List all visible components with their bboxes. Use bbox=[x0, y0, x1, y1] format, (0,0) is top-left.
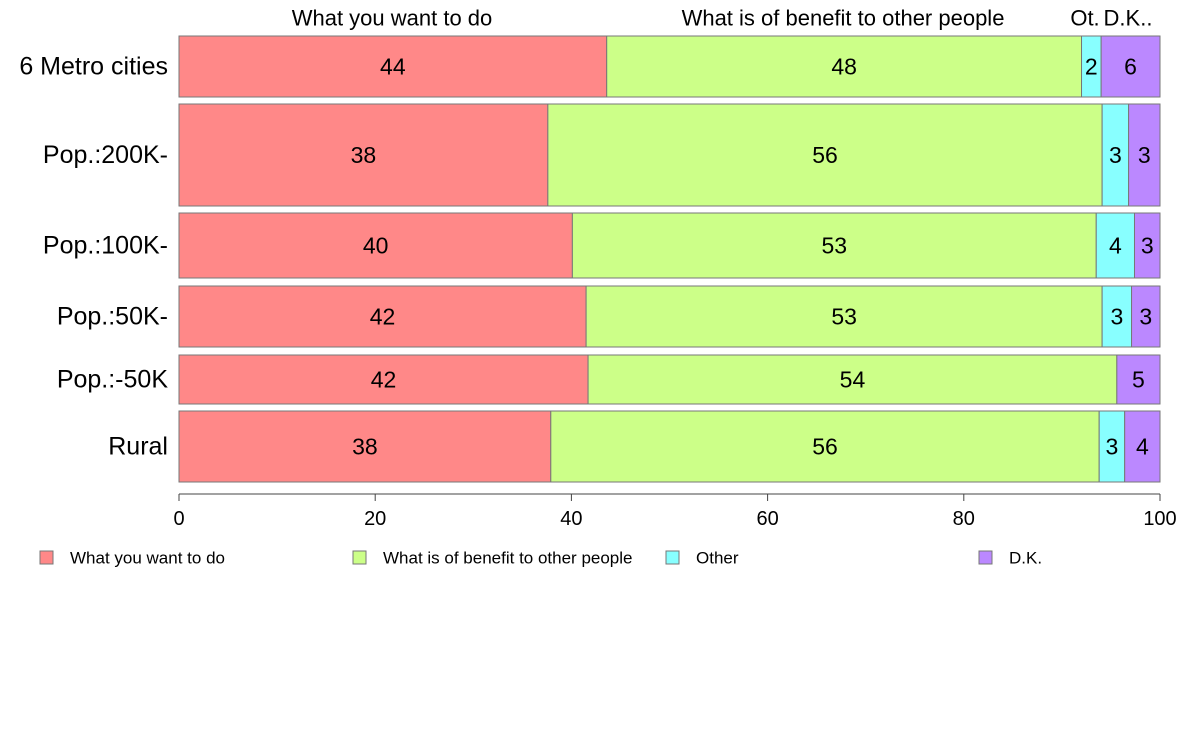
value-label: 53 bbox=[831, 304, 857, 330]
value-label: 42 bbox=[370, 304, 396, 330]
x-tick-label: 80 bbox=[953, 508, 975, 530]
x-axis: 0 20 40 60 80 100 bbox=[173, 494, 1176, 530]
column-header: Ot. bbox=[1070, 6, 1099, 31]
legend-label: What is of benefit to other people bbox=[383, 549, 633, 568]
value-label: 56 bbox=[812, 142, 838, 168]
category-label: Pop.:50K- bbox=[57, 303, 168, 331]
legend-swatch bbox=[979, 551, 992, 564]
column-headers: What you want to do What is of benefit to… bbox=[292, 6, 1153, 31]
value-label: 3 bbox=[1139, 304, 1152, 330]
category-labels: 6 Metro cities Pop.:200K- Pop.:100K- Pop.:5… bbox=[19, 53, 168, 461]
legend-swatch bbox=[666, 551, 679, 564]
column-header: D.K.. bbox=[1104, 6, 1153, 31]
legend-label: What you want to do bbox=[70, 549, 225, 568]
legend-swatch bbox=[353, 551, 366, 564]
value-label: 3 bbox=[1141, 233, 1154, 259]
x-tick-label: 20 bbox=[364, 508, 386, 530]
x-tick-label: 40 bbox=[560, 508, 582, 530]
value-label: 53 bbox=[822, 233, 848, 259]
value-label: 2 bbox=[1085, 54, 1098, 80]
value-label: 6 bbox=[1124, 54, 1137, 80]
value-label: 42 bbox=[371, 367, 397, 393]
category-label: Pop.:-50K bbox=[57, 366, 169, 394]
value-label: 56 bbox=[812, 434, 838, 460]
value-label: 3 bbox=[1109, 142, 1122, 168]
legend: What you want to do What is of benefit to… bbox=[40, 549, 1042, 568]
value-label: 38 bbox=[352, 434, 378, 460]
value-label: 5 bbox=[1132, 367, 1145, 393]
bar-segments bbox=[179, 36, 1160, 482]
legend-label: D.K. bbox=[1009, 549, 1042, 568]
value-label: 40 bbox=[363, 233, 389, 259]
column-header: What you want to do bbox=[292, 6, 493, 31]
category-label: 6 Metro cities bbox=[19, 53, 168, 81]
legend-label: Other bbox=[696, 549, 739, 568]
value-label: 54 bbox=[840, 367, 866, 393]
value-label: 48 bbox=[831, 54, 857, 80]
category-label: Pop.:100K- bbox=[43, 232, 168, 260]
value-label: 38 bbox=[351, 142, 377, 168]
stacked-bar-chart: What you want to do What is of benefit to… bbox=[0, 0, 1188, 736]
value-label: 44 bbox=[380, 54, 406, 80]
value-label: 3 bbox=[1110, 304, 1123, 330]
column-header: What is of benefit to other people bbox=[682, 6, 1005, 31]
value-label: 3 bbox=[1138, 142, 1151, 168]
category-label: Rural bbox=[108, 433, 168, 461]
value-label: 3 bbox=[1106, 434, 1119, 460]
x-tick-label: 100 bbox=[1143, 508, 1176, 530]
value-label: 4 bbox=[1136, 434, 1149, 460]
value-label: 4 bbox=[1109, 233, 1122, 259]
x-tick-label: 60 bbox=[756, 508, 778, 530]
x-tick-label: 0 bbox=[173, 508, 184, 530]
legend-swatch bbox=[40, 551, 53, 564]
category-label: Pop.:200K- bbox=[43, 141, 168, 169]
